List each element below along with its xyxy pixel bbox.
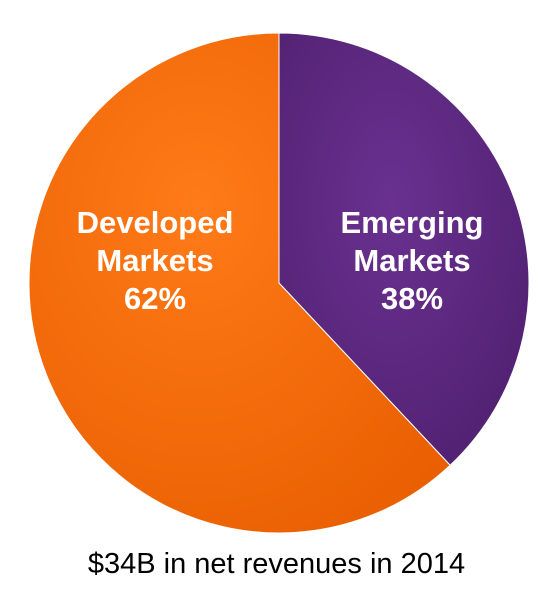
slice-label-line: Emerging	[341, 205, 484, 240]
chart-caption: $34B in net revenues in 2014	[87, 548, 466, 580]
slice-label-line: Developed	[77, 205, 234, 240]
slice-label-developed: Developed Markets 62%	[77, 205, 234, 316]
pie-chart: Emerging Markets 38%Developed Markets 62%	[28, 32, 530, 534]
pie-slice-developed	[28, 32, 451, 534]
pie-slice-emerging	[278, 32, 530, 466]
slice-label-line: 62%	[124, 281, 186, 316]
slice-label-line: Markets	[353, 243, 470, 278]
slice-label-line: Markets	[96, 243, 213, 278]
slice-label-emerging: Emerging Markets 38%	[341, 205, 484, 316]
slice-label-line: 38%	[381, 281, 443, 316]
